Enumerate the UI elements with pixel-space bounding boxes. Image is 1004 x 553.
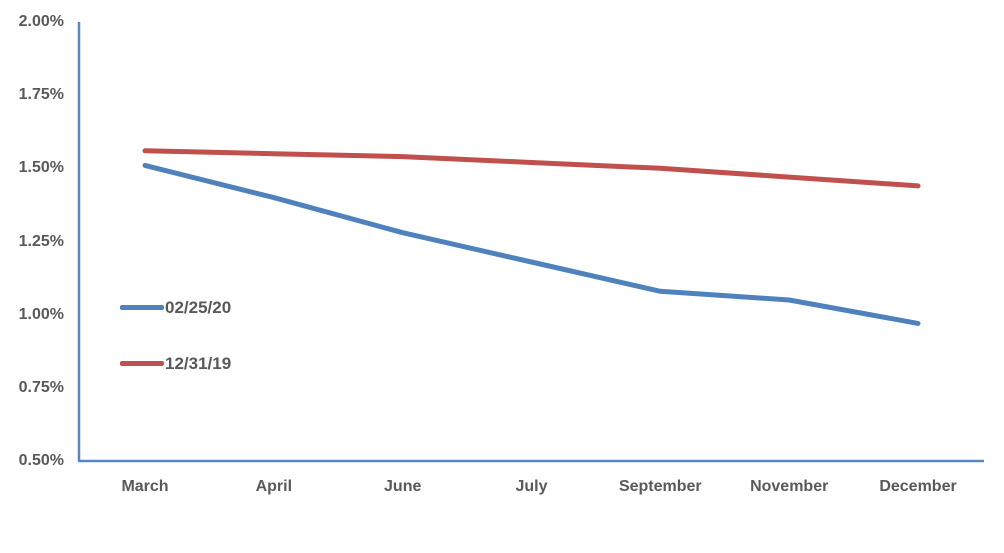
x-tick-label: December [879,478,957,495]
legend-swatch-icon [120,304,164,310]
y-tick-label: 0.75% [18,378,64,396]
x-tick-label: November [750,478,829,495]
legend-entry-series-1: 12/31/19 [120,352,231,374]
x-tick-label: September [618,478,702,495]
x-tick-label: July [515,478,548,495]
legend: 02/25/20 12/31/19 [120,296,231,408]
legend-entry-series-0: 02/25/20 [120,296,231,318]
legend-swatch-icon [120,360,164,366]
x-tick-label: April [255,478,293,495]
y-tick-label: 1.25% [18,232,64,250]
y-tick-label: 1.00% [18,305,64,323]
legend-label: 12/31/19 [165,353,232,373]
legend-label: 02/25/20 [165,297,232,317]
y-tick-label: 2.00% [18,13,64,30]
y-tick-label: 1.50% [18,159,64,177]
x-tick-label: June [384,478,422,495]
y-tick-label: 1.75% [18,86,64,104]
y-tick-label: 0.50% [18,452,64,469]
x-tick-label: March [121,478,169,495]
series-line-12/31/19 [142,148,921,189]
series-line-02/25/20 [142,162,921,326]
